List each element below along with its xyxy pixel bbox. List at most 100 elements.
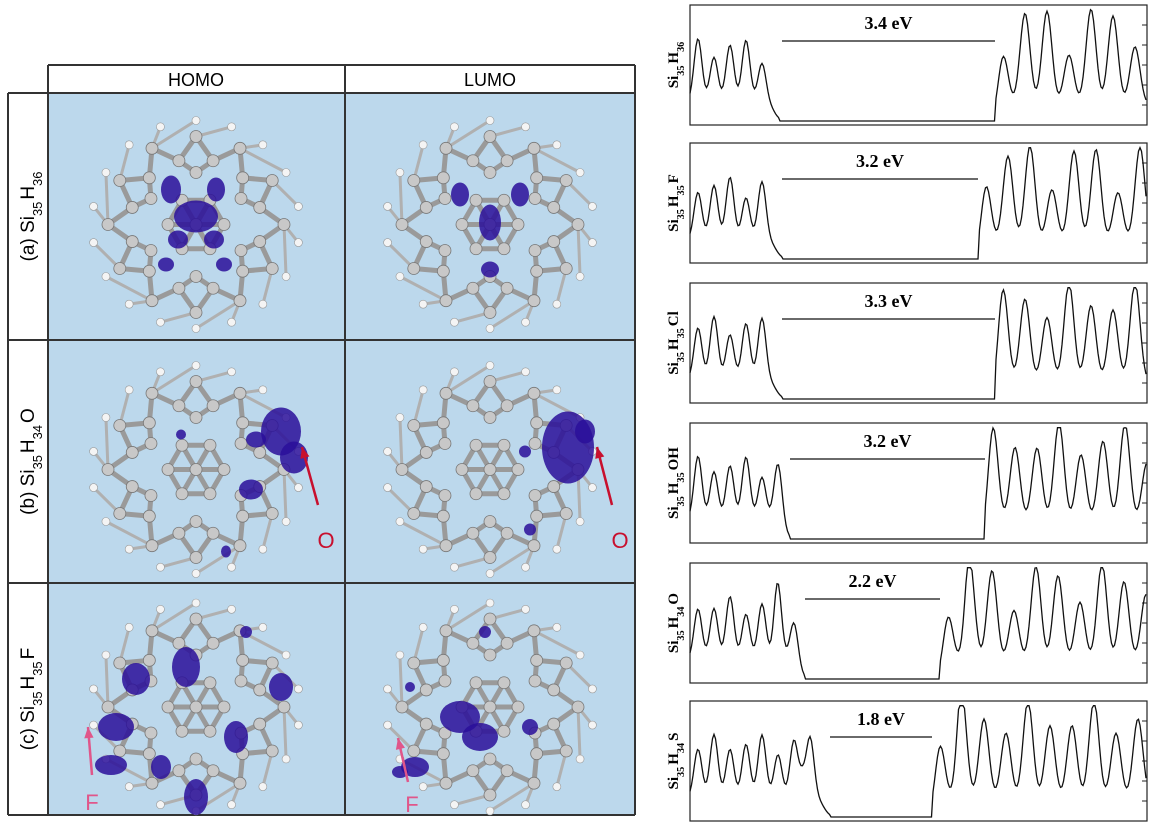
label: Si35H34S — [666, 733, 687, 790]
gap-label: 3.2 eV — [856, 151, 904, 171]
si-atom — [146, 295, 158, 307]
si-atom — [439, 438, 451, 450]
si-atom — [234, 540, 246, 552]
si-atom — [456, 219, 468, 231]
si-atom — [266, 508, 278, 520]
dos-curve — [690, 706, 1146, 817]
h-atom — [259, 545, 267, 553]
si-atom — [560, 263, 572, 275]
orbital-lobe — [405, 682, 415, 692]
plot-frame — [690, 5, 1147, 125]
annotation: F — [85, 790, 98, 815]
h-atom — [522, 318, 530, 326]
si-atom — [439, 193, 451, 205]
h-atom — [396, 273, 404, 281]
si-atom — [529, 193, 541, 205]
dos-curve — [690, 148, 1146, 259]
h-atom — [486, 325, 494, 333]
si-atom — [437, 510, 449, 522]
subscript: 35 — [30, 202, 45, 216]
orbital-lobe — [168, 231, 188, 249]
dos-curve — [690, 288, 1146, 399]
h-atom — [419, 545, 427, 553]
si-atom — [146, 540, 158, 552]
si-atom — [467, 400, 479, 412]
si-atom — [408, 745, 420, 757]
label-part: OH — [666, 447, 682, 471]
orbital-lobe — [98, 713, 134, 741]
label-part: (a) Si — [18, 216, 39, 261]
si-atom — [190, 376, 202, 388]
h-atom — [384, 685, 392, 693]
si-atom — [440, 625, 452, 637]
h-atom — [450, 563, 458, 571]
label-part: H — [18, 439, 39, 453]
si-atom — [484, 613, 496, 625]
h-atom — [396, 169, 404, 177]
h-atom — [384, 239, 392, 247]
subscript: 36 — [30, 172, 45, 186]
si-atom — [484, 307, 496, 319]
gap-label: 2.2 eV — [849, 571, 897, 591]
orbital-lobe — [519, 446, 531, 458]
h-atom — [102, 414, 110, 422]
si-atom — [528, 387, 540, 399]
plot-frame — [690, 423, 1147, 543]
si-atom — [114, 745, 126, 757]
si-atom — [529, 438, 541, 450]
dos-curve — [690, 428, 1146, 539]
h-atom — [90, 239, 98, 247]
dos-panel: 2.2 eV — [690, 563, 1147, 683]
label-part: Si — [666, 641, 682, 654]
orbital-lobe — [221, 546, 231, 558]
si-atom — [529, 245, 541, 257]
si-atom — [484, 131, 496, 143]
si-atom — [173, 155, 185, 167]
h-atom — [450, 368, 458, 376]
label-part: Si — [666, 362, 682, 375]
bond — [400, 655, 402, 707]
label-part: H — [666, 52, 682, 64]
si-atom — [437, 748, 449, 760]
si-atom — [408, 420, 420, 432]
subscript: 35 — [676, 767, 687, 777]
si-atom — [498, 439, 510, 451]
si-atom — [437, 265, 449, 277]
h-atom — [259, 141, 267, 149]
h-atom — [553, 141, 561, 149]
si-atom — [190, 613, 202, 625]
h-atom — [282, 518, 290, 526]
orbital-lobe — [524, 524, 536, 536]
si-atom — [470, 677, 482, 689]
si-atom — [114, 508, 126, 520]
si-atom — [484, 649, 496, 661]
label-part: H — [666, 753, 682, 765]
si-atom — [145, 727, 157, 739]
si-atom — [207, 637, 219, 649]
label-part: H — [18, 676, 39, 690]
si-atom — [145, 438, 157, 450]
orbital-lobe — [462, 723, 498, 751]
si-atom — [234, 295, 246, 307]
si-atom — [440, 777, 452, 789]
h-atom — [90, 447, 98, 455]
label-part: F — [666, 174, 682, 183]
si-atom — [126, 446, 138, 458]
si-atom — [207, 527, 219, 539]
h-atom — [384, 202, 392, 210]
si-atom — [234, 387, 246, 399]
si-atom — [237, 172, 249, 184]
si-atom — [528, 777, 540, 789]
si-atom — [102, 464, 114, 476]
si-atom — [528, 142, 540, 154]
h-atom — [125, 386, 133, 394]
si-atom — [173, 282, 185, 294]
label-part: F — [18, 648, 39, 660]
dos-panel: 3.2 eV — [690, 423, 1147, 543]
si-atom — [235, 675, 247, 687]
si-atom — [235, 193, 247, 205]
h-atom — [156, 123, 164, 131]
si-atom — [408, 657, 420, 669]
gap-label: 3.4 eV — [865, 13, 913, 33]
si-atom — [501, 765, 513, 777]
